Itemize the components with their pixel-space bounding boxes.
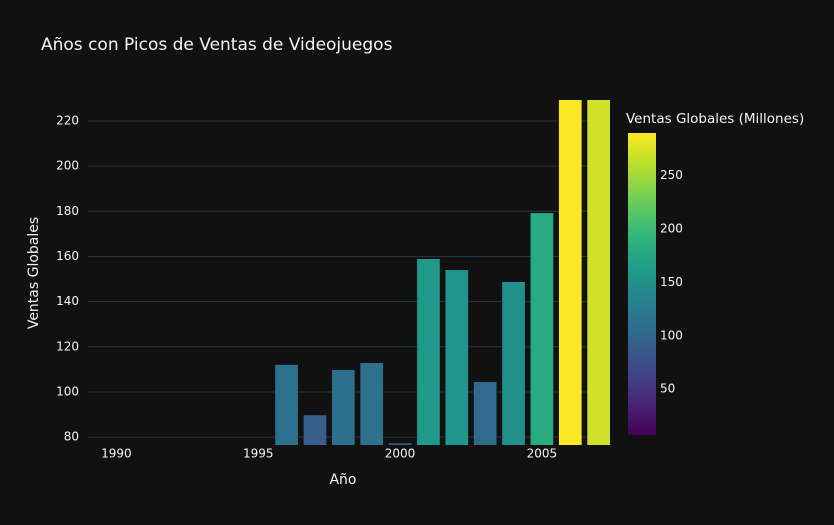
x-tick-label: 1990 xyxy=(101,447,132,461)
y-tick-label: 180 xyxy=(56,204,79,218)
y-tick-label: 220 xyxy=(56,113,79,127)
chart-title: Años con Picos de Ventas de Videojuegos xyxy=(41,35,393,55)
bar xyxy=(473,382,497,445)
colorbar-tick-label: 250 xyxy=(660,168,683,182)
bar xyxy=(502,281,525,445)
y-tick-label: 120 xyxy=(56,339,79,353)
colorbar xyxy=(628,133,656,435)
x-tick-label: 2000 xyxy=(385,447,416,461)
x-axis-title: Año xyxy=(329,472,356,488)
colorbar-tick-label: 200 xyxy=(660,222,683,236)
y-axis-title: Ventas Globales xyxy=(26,217,42,329)
bar xyxy=(417,258,440,445)
colorbar-tick-label: 50 xyxy=(660,382,675,396)
y-tick-label: 80 xyxy=(64,430,79,444)
x-tick-label: 1995 xyxy=(243,447,274,461)
bar xyxy=(275,364,298,445)
bar xyxy=(587,100,610,445)
bar xyxy=(388,443,412,445)
bar xyxy=(530,213,554,445)
y-tick-label: 200 xyxy=(56,159,79,173)
bar xyxy=(331,370,355,445)
y-tick-label: 140 xyxy=(56,294,79,308)
colorbar-tick-label: 150 xyxy=(660,275,683,289)
bar xyxy=(360,363,384,445)
y-tick-label: 160 xyxy=(56,249,79,263)
bar xyxy=(558,100,582,445)
colorbar-title: Ventas Globales (Millones) xyxy=(626,111,804,127)
bar xyxy=(445,270,469,445)
bar xyxy=(303,415,327,445)
y-tick-label: 100 xyxy=(56,384,79,398)
colorbar-tick-label: 100 xyxy=(660,328,683,342)
x-tick-label: 2005 xyxy=(527,447,558,461)
